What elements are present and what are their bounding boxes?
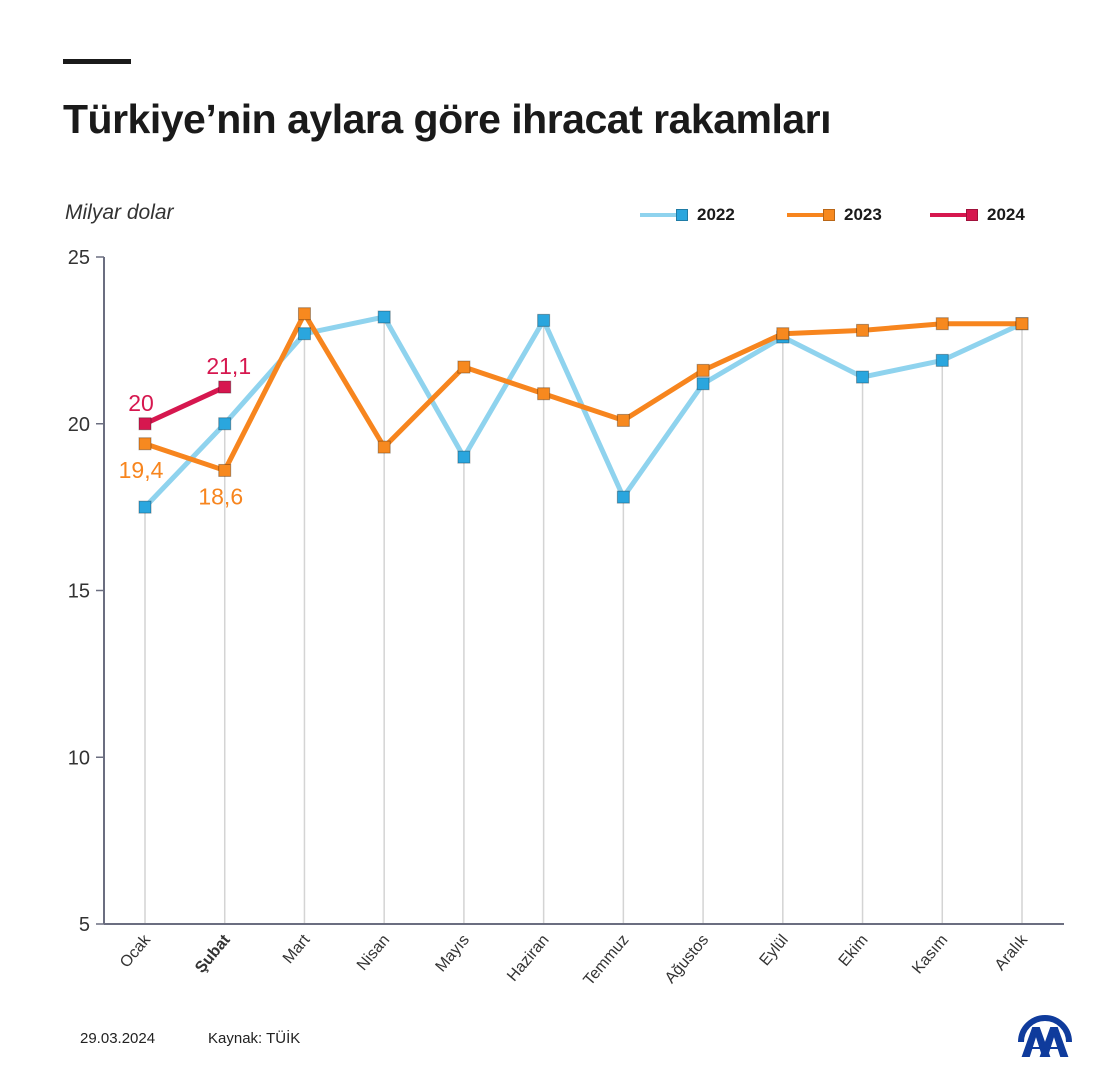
legend-marker-2022 [676,209,688,221]
footer-date: 29.03.2024 [80,1030,156,1047]
legend-marker-2024 [966,209,978,221]
data-point-2022 [377,310,391,324]
data-label-2024: 21,1 [206,353,251,379]
data-point-2022 [537,313,551,327]
data-point-2022 [218,417,232,431]
x-tick-label: Mart [280,931,314,967]
data-point-2022 [696,377,710,391]
x-tick-label: Şubat [192,931,234,976]
x-tick-label: Nisan [354,932,393,974]
x-tick-label: Ağustos [662,932,712,987]
legend-item-2023: 2023 [787,205,882,225]
x-tick-label: Temmuz [581,932,633,989]
data-point-2023 [377,440,391,454]
x-tick-label: Aralık [992,931,1032,974]
x-tick-label: Ocak [117,931,155,971]
series-line-2024 [143,384,226,427]
data-point-2023 [138,437,152,451]
legend-label-2023: 2023 [844,205,882,224]
data-point-2023 [776,327,790,341]
data-point-2022 [138,500,152,514]
series-line-2022 [143,314,1024,509]
data-point-2022 [935,353,949,367]
legend-line-2023 [787,213,827,217]
x-tick-label: Eylül [757,932,792,969]
data-point-2024 [138,417,152,431]
data-point-2023 [1015,317,1029,331]
data-point-2023 [935,317,949,331]
x-tick-label: Kasım [909,932,951,978]
legend-item-2022: 2022 [640,205,735,225]
legend-item-2024: 2024 [930,205,1025,225]
data-point-2023 [457,360,471,374]
y-tick-label: 20 [68,414,90,436]
data-point-2023 [616,413,630,427]
x-tick-label: Ekim [836,932,872,970]
legend-marker-2023 [823,209,835,221]
aa-logo-icon [1018,1015,1072,1057]
data-point-2022 [616,490,630,504]
footer-source: Kaynak: TÜİK [208,1030,301,1047]
legend-line-2024 [930,213,970,217]
legend-label-2024: 2024 [987,205,1025,224]
y-axis-unit-label: Milyar dolar [65,201,174,224]
data-label-2024: 20 [128,390,154,416]
y-tick-label: 25 [68,247,90,269]
title-accent-bar [63,59,131,64]
data-point-2023 [856,323,870,337]
data-label-2023: 19,4 [119,457,164,483]
y-tick-label: 10 [68,747,90,769]
data-point-2023 [696,363,710,377]
data-label-2023: 18,6 [198,483,243,509]
data-point-2022 [856,370,870,384]
data-point-2024 [218,380,232,394]
x-tick-label: Mayıs [433,932,473,976]
data-point-2023 [297,307,311,321]
data-point-2022 [457,450,471,464]
legend-label-2022: 2022 [697,205,735,224]
y-tick-label: 5 [79,914,90,936]
data-point-2023 [218,463,232,477]
data-point-2022 [297,327,311,341]
y-tick-label: 15 [68,581,90,603]
page-title: Türkiye’nin aylara göre ihracat rakamlar… [63,96,832,142]
x-tick-label: Haziran [504,932,552,985]
series-line-2023 [144,311,1022,473]
data-point-2023 [537,387,551,401]
legend-line-2022 [640,213,680,217]
